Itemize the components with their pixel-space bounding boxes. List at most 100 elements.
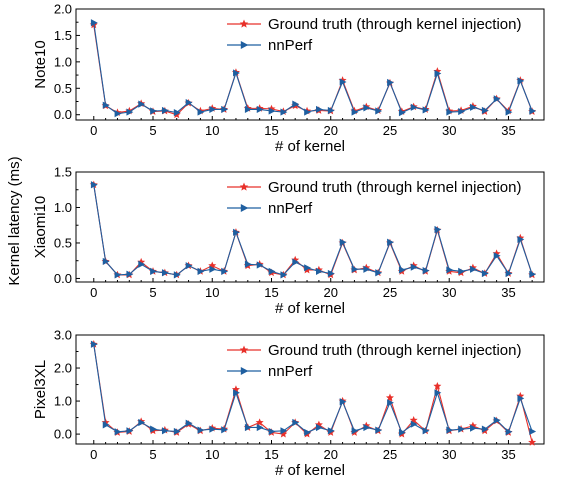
data-point — [173, 427, 181, 436]
y-tick-label: 2.0 — [54, 361, 72, 376]
data-point — [327, 106, 335, 115]
y-tick-label: 0.5 — [54, 81, 72, 96]
series-nnperf — [90, 19, 537, 118]
data-point — [410, 420, 418, 428]
data-point — [375, 107, 383, 115]
data-point — [398, 266, 406, 274]
data-point — [102, 101, 110, 109]
data-point — [398, 109, 406, 117]
data-point — [528, 438, 537, 446]
data-point — [422, 267, 430, 275]
data-point — [268, 107, 276, 115]
data-point — [517, 235, 525, 244]
plot-frame — [75, 171, 545, 283]
x-tick-label: 20 — [323, 285, 337, 300]
data-point — [351, 265, 359, 273]
data-point — [505, 269, 513, 278]
x-tick-label: 0 — [90, 285, 97, 300]
data-point — [256, 105, 264, 114]
series-line — [93, 184, 533, 276]
data-point — [529, 107, 537, 115]
data-point — [173, 109, 181, 117]
x-tick-label: 15 — [264, 285, 278, 300]
data-point — [268, 427, 276, 436]
data-point — [233, 228, 240, 236]
data-point — [316, 423, 323, 432]
legend-label: Ground truth (through kernel injection) — [268, 16, 521, 33]
data-point — [221, 267, 229, 275]
series-nnperf — [90, 340, 537, 437]
data-point — [244, 423, 252, 432]
data-point — [185, 98, 193, 107]
data-point — [126, 108, 134, 116]
legend: Ground truth (through kernel injection) n… — [227, 16, 521, 54]
legend: Ground truth (through kernel injection) n… — [227, 342, 521, 380]
y-axis-label: Pixel3XL — [32, 360, 49, 419]
legend-marker — [239, 345, 249, 354]
data-point — [529, 270, 537, 278]
y-tick-label: 1.5 — [54, 165, 72, 180]
data-point — [375, 426, 383, 434]
data-point — [316, 105, 323, 114]
legend-label: nnPerf — [268, 363, 313, 380]
data-point — [351, 108, 359, 116]
data-point — [280, 108, 288, 116]
x-tick-label: 35 — [501, 447, 515, 462]
data-point — [398, 428, 406, 437]
x-tick-label: 0 — [90, 447, 97, 462]
y-tick-label: 1.0 — [54, 200, 72, 215]
legend-marker — [240, 41, 249, 49]
x-tick-label: 35 — [501, 285, 515, 300]
data-point — [493, 252, 501, 260]
data-point — [280, 427, 288, 435]
data-point — [185, 419, 193, 427]
data-point — [385, 393, 394, 402]
data-point — [505, 108, 513, 116]
data-point — [387, 238, 394, 246]
y-tick-label: 1.0 — [54, 54, 72, 69]
data-point — [327, 269, 335, 278]
data-point — [505, 428, 513, 436]
x-axis-label: # of kernel — [275, 300, 345, 317]
x-tick-label: 10 — [205, 285, 219, 300]
data-point — [244, 260, 252, 268]
data-point — [410, 263, 418, 271]
data-point — [150, 107, 157, 115]
data-point — [138, 260, 146, 268]
data-point — [363, 423, 371, 432]
data-point — [339, 398, 347, 406]
x-tick-label: 20 — [323, 123, 337, 138]
legend-label: Ground truth (through kernel injection) — [268, 342, 521, 359]
data-point — [268, 267, 276, 275]
data-point — [433, 382, 442, 390]
legend-marker — [239, 182, 249, 191]
data-point — [114, 271, 122, 279]
y-tick-label: 0.0 — [54, 271, 72, 286]
data-point — [256, 423, 264, 432]
data-point — [387, 78, 394, 87]
data-point — [244, 105, 252, 114]
data-point — [304, 428, 311, 437]
data-point — [446, 426, 454, 434]
y-tick-label: 3.0 — [54, 328, 72, 343]
data-point — [351, 427, 359, 435]
data-point — [363, 265, 371, 273]
legend-label: nnPerf — [268, 37, 313, 54]
y-tick-label: 0.0 — [54, 107, 72, 122]
data-point — [434, 225, 442, 234]
data-point — [90, 340, 98, 348]
series-line — [93, 22, 533, 115]
data-point — [493, 416, 501, 424]
data-point — [292, 100, 300, 108]
data-point — [197, 267, 205, 275]
x-tick-label: 35 — [501, 123, 515, 138]
data-point — [517, 394, 525, 403]
legend: Ground truth (through kernel injection) n… — [227, 179, 521, 217]
data-point — [279, 429, 288, 438]
y-tick-label: 0.5 — [54, 235, 72, 250]
data-point — [209, 105, 217, 114]
data-point — [363, 104, 371, 112]
x-tick-label: 0 — [90, 123, 97, 138]
plot-frame — [75, 8, 545, 121]
data-point — [138, 418, 146, 427]
